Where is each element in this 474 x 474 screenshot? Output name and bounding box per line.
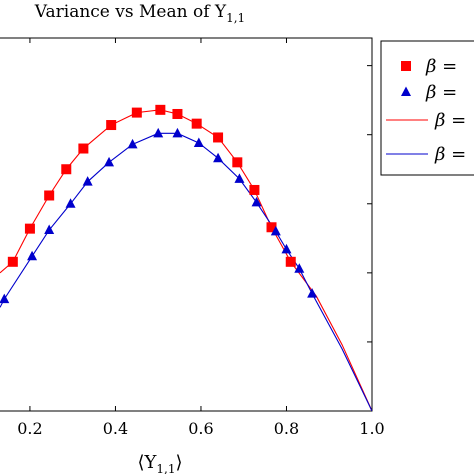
chart-title: Variance vs Mean of Y1,1 bbox=[34, 2, 245, 25]
triangle-marker bbox=[44, 224, 55, 235]
series-lines bbox=[0, 109, 372, 411]
triangle-marker bbox=[281, 243, 292, 254]
x-axis-label-close: ⟩ bbox=[175, 452, 182, 473]
square-marker bbox=[266, 222, 277, 233]
x-tick-label: 0.8 bbox=[274, 419, 299, 438]
square-marker bbox=[285, 256, 296, 267]
square-marker bbox=[78, 143, 89, 154]
triangle-marker bbox=[213, 152, 224, 163]
square-marker bbox=[7, 256, 18, 267]
square-marker bbox=[155, 104, 166, 115]
triangle-marker bbox=[65, 198, 76, 208]
triangle-marker bbox=[234, 173, 245, 183]
triangle-marker bbox=[27, 250, 38, 261]
series-line-2 bbox=[0, 109, 372, 411]
square-marker bbox=[131, 107, 142, 118]
series-markers bbox=[0, 104, 318, 304]
x-tick-labels: 0.2 0.4 0.6 0.8 1.0 bbox=[17, 419, 385, 438]
square-marker bbox=[106, 120, 117, 131]
x-tick-label: 0.2 bbox=[17, 419, 42, 438]
square-marker bbox=[44, 190, 55, 201]
triangle-marker bbox=[172, 127, 183, 138]
triangle-marker bbox=[127, 138, 138, 149]
triangle-marker bbox=[0, 293, 10, 304]
triangle-marker bbox=[104, 156, 115, 167]
x-tick-label: 1.0 bbox=[359, 419, 384, 438]
legend-entry-label: β = bbox=[434, 110, 466, 131]
triangle-marker bbox=[294, 263, 305, 273]
x-axis-label-subscript: 1,1 bbox=[156, 462, 175, 474]
square-marker bbox=[249, 184, 260, 195]
square-marker bbox=[191, 118, 202, 129]
chart-title-subscript: 1,1 bbox=[226, 11, 245, 25]
square-marker bbox=[24, 223, 35, 234]
legend-entry-label: β = bbox=[434, 144, 466, 165]
x-tick-label: 0.4 bbox=[103, 419, 128, 438]
square-marker bbox=[213, 132, 224, 143]
legend: β = β = β = β = bbox=[386, 56, 466, 165]
legend-entry-label: β = bbox=[425, 82, 457, 103]
x-axis-label: ⟨Y1,1⟩ bbox=[137, 452, 182, 474]
square-marker bbox=[172, 108, 183, 119]
series-line-3 bbox=[0, 132, 372, 411]
legend-triangle-icon bbox=[401, 86, 411, 96]
legend-square-icon bbox=[401, 61, 411, 71]
triangle-marker bbox=[82, 176, 93, 186]
ticks bbox=[29, 38, 373, 411]
legend-box bbox=[380, 40, 474, 176]
triangle-marker bbox=[193, 137, 204, 147]
triangle-marker bbox=[307, 288, 318, 298]
square-marker bbox=[232, 157, 243, 168]
legend-entry-label: β = bbox=[425, 56, 457, 77]
triangle-marker bbox=[153, 127, 164, 138]
plot-frame bbox=[0, 37, 373, 412]
square-marker bbox=[61, 164, 72, 175]
x-tick-label: 0.6 bbox=[188, 419, 213, 438]
triangle-marker bbox=[251, 196, 262, 207]
triangle-marker bbox=[270, 225, 281, 236]
